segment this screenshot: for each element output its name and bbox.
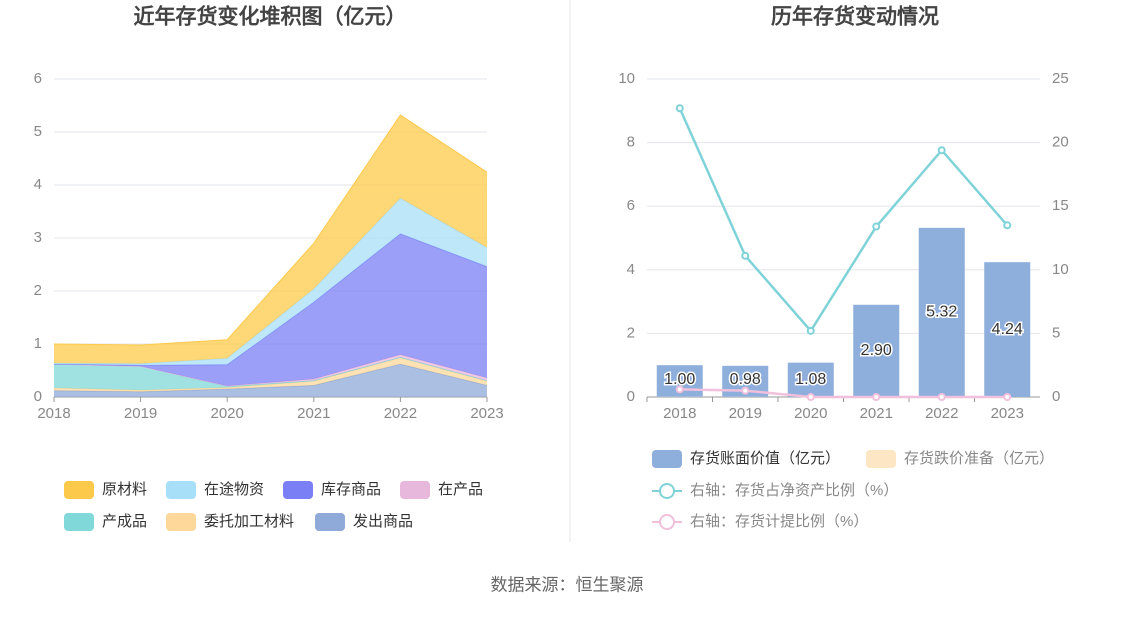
legend-swatch: [166, 513, 196, 531]
line-point: [808, 394, 814, 400]
legend-label: 产成品: [102, 513, 147, 530]
value-label: 4.24: [992, 321, 1023, 338]
x-tick-label: 2020: [211, 405, 244, 422]
line-point: [939, 147, 945, 153]
x-tick-label: 2019: [124, 405, 157, 422]
legend-swatch: [400, 481, 430, 499]
legend-swatch: [64, 481, 94, 499]
line-point: [1004, 394, 1010, 400]
y-tick-label: 5: [34, 123, 42, 140]
y-tick-label: 1: [34, 335, 42, 352]
legend-marker: [660, 515, 674, 529]
line-point: [677, 386, 683, 392]
legend-label: 右轴：存货占净资产比例（%）: [690, 482, 898, 499]
line-point: [742, 388, 748, 394]
x-tick-label: 2018: [663, 405, 696, 422]
y2-tick-label: 15: [1052, 197, 1069, 214]
x-tick-label: 2020: [794, 405, 827, 422]
chart-title: 近年存货变化堆积图（亿元）: [134, 5, 407, 29]
legend-swatch: [64, 513, 94, 531]
legend-label: 在产品: [438, 481, 483, 498]
y-tick-label: 4: [627, 261, 635, 278]
y-tick-label: 10: [618, 70, 635, 87]
legend-swatch: [866, 450, 896, 468]
legend-label: 存货账面价值（亿元）: [690, 450, 840, 467]
value-label: 1.08: [795, 371, 826, 388]
y-tick-label: 2: [34, 282, 42, 299]
value-label: 5.32: [926, 304, 957, 321]
y2-tick-label: 0: [1052, 388, 1060, 405]
x-tick-label: 2023: [470, 405, 503, 422]
x-tick-label: 2023: [991, 405, 1024, 422]
source: 数据来源：恒生聚源: [491, 575, 644, 594]
legend-label: 存货跌价准备（亿元）: [904, 450, 1054, 467]
legend-swatch: [652, 450, 682, 468]
y2-tick-label: 20: [1052, 134, 1069, 151]
x-tick-label: 2022: [384, 405, 417, 422]
y2-tick-label: 10: [1052, 261, 1069, 278]
legend-swatch: [166, 481, 196, 499]
value-label: 0.98: [730, 371, 761, 388]
x-tick-label: 2021: [860, 405, 893, 422]
x-tick-label: 2022: [925, 405, 958, 422]
legend-swatch: [315, 513, 345, 531]
line-point: [873, 224, 879, 230]
x-tick-label: 2018: [37, 405, 70, 422]
legend-label: 右轴：存货计提比例（%）: [690, 513, 868, 530]
x-tick-label: 2019: [729, 405, 762, 422]
y2-tick-label: 5: [1052, 324, 1060, 341]
y-tick-label: 2: [627, 324, 635, 341]
chart-title: 历年存货变动情况: [771, 5, 939, 29]
legend-label: 发出商品: [353, 513, 413, 530]
line-point: [742, 253, 748, 259]
legend-swatch: [283, 481, 313, 499]
legend-label: 原材料: [102, 481, 147, 498]
x-tick-label: 2021: [297, 405, 330, 422]
line-point: [808, 328, 814, 334]
y-tick-label: 8: [627, 134, 635, 151]
y-tick-label: 4: [34, 176, 42, 193]
line-point: [873, 394, 879, 400]
y-tick-label: 6: [34, 70, 42, 87]
y-tick-label: 0: [627, 388, 635, 405]
legend-label: 委托加工材料: [204, 513, 294, 530]
value-label: 2.90: [861, 342, 892, 359]
line-point: [939, 394, 945, 400]
line-point: [677, 105, 683, 111]
line-point: [1004, 222, 1010, 228]
legend-label: 库存商品: [321, 481, 381, 498]
y2-tick-label: 25: [1052, 70, 1069, 87]
legend-marker: [660, 484, 674, 498]
y-tick-label: 0: [34, 388, 42, 405]
y-tick-label: 6: [627, 197, 635, 214]
legend-label: 在途物资: [204, 481, 264, 498]
y-tick-label: 3: [34, 229, 42, 246]
